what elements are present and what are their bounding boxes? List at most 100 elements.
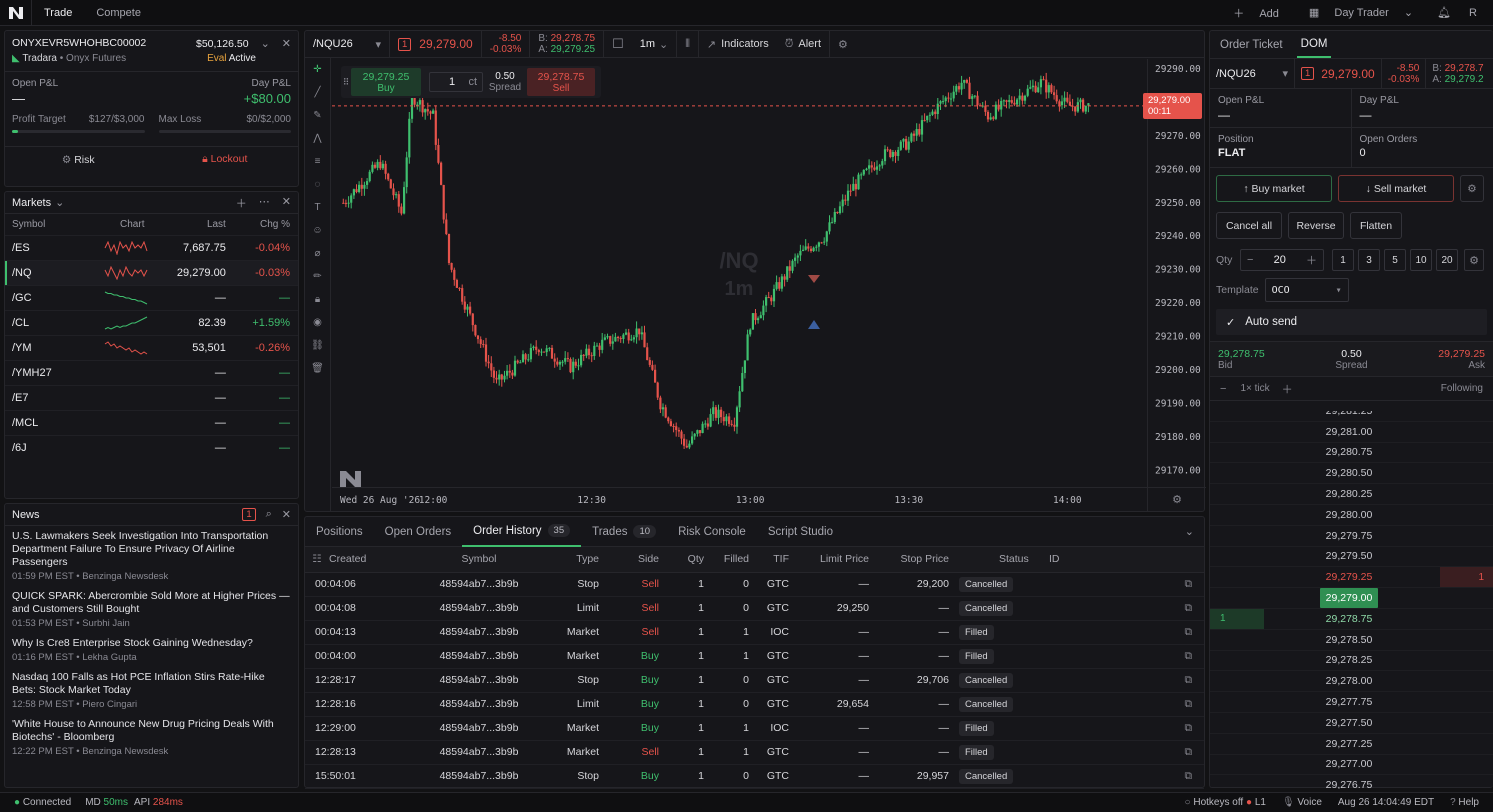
dom-price[interactable]: 29,281.25 [1265,411,1433,417]
dom-price[interactable]: 29,277.50 [1325,716,1373,729]
dom-bid-size[interactable] [1210,775,1264,789]
auto-send-toggle[interactable]: ✓ Auto send [1216,309,1487,335]
tab-risk-console[interactable]: Risk Console [667,517,757,547]
dom-ask-size[interactable] [1440,546,1493,566]
copy-icon[interactable]: ⧉ [1184,649,1193,662]
dom-ask-size[interactable] [1440,411,1493,421]
qty-decrement-button[interactable]: − [1247,254,1254,266]
dom-price[interactable]: 29,279.75 [1325,529,1373,542]
news-item[interactable]: U.S. Lawmakers Seek Investigation Into T… [5,526,298,586]
order-row[interactable]: 00:04:06 48594ab7...3b9b Stop Sell 1 0 GTC —29,… [305,572,1204,597]
market-row[interactable]: /E7 — — [5,384,298,410]
drag-handle-icon[interactable]: ⠿ [342,76,350,87]
symbol-selector[interactable]: /NQU26 ▾ [305,30,390,58]
dom-row[interactable]: 29,277.50 [1210,713,1493,734]
col-symbol[interactable]: Symbol [419,547,539,573]
order-row[interactable]: 15:50:01 48594ab7...3b9b Stop Buy 1 0 GTC —29,9… [305,764,1204,789]
flatten-button[interactable]: Flatten [1350,212,1402,239]
plus-icon[interactable]: ＋ [235,197,247,210]
nav-trade[interactable]: Trade [44,6,73,19]
dom-row[interactable]: 29,279.75 [1210,526,1493,547]
tab-dom[interactable]: DOM [1296,38,1332,58]
dom-bid-size[interactable] [1210,734,1264,754]
buy-market-button[interactable]: ↑ Buy market [1216,175,1332,202]
pencil-icon[interactable]: ✏ [313,271,322,282]
dom-row[interactable]: 29,279.50 [1210,547,1493,568]
news-item[interactable]: Nasdaq 100 Falls as Hot PCE Inflation St… [5,667,298,714]
dom-ask-size[interactable] [1440,754,1493,774]
dom-ask-size[interactable] [1440,526,1493,546]
market-row[interactable]: /ES 7,687.75 -0.04% [5,234,298,260]
text-tool-icon[interactable]: T [314,202,321,213]
dom-bid-size[interactable] [1210,463,1264,483]
dom-bid-size[interactable]: 1 [1210,608,1264,629]
tab-positions[interactable]: Positions [305,517,374,547]
layout-selector[interactable]: ▦ Day Trader ⌄ [1297,6,1425,19]
col-chg[interactable]: Chg % [259,218,290,230]
dom-bid-size[interactable] [1210,505,1264,525]
market-row[interactable]: /NQ 29,279.00 -0.03% [5,259,298,285]
dom-ask-size[interactable] [1440,463,1493,483]
dom-ask-size[interactable] [1440,505,1493,525]
chart-settings-button[interactable]: ⚙ [830,31,856,58]
dom-bid-size[interactable] [1210,588,1264,608]
dom-row[interactable]: 29,278.25 [1210,651,1493,672]
copy-icon[interactable]: ⧉ [1184,625,1193,638]
tab-order-history[interactable]: Order History 35 [462,517,582,547]
order-row[interactable]: 12:28:13 48594ab7...3b9b Market Sell 1 1 GTC — —… [305,740,1204,765]
tick-decrement-button[interactable]: − [1220,382,1227,395]
dom-price[interactable]: 29,280.75 [1325,446,1373,459]
copy-icon[interactable]: ⧉ [1184,577,1193,590]
dom-ask-size[interactable] [1440,609,1493,629]
dom-price[interactable]: 29,278.00 [1325,675,1373,688]
order-row[interactable]: 00:04:00 48594ab7...3b9b Market Buy 1 1 GTC — — F… [305,644,1204,669]
brush-icon[interactable]: ✎ [313,110,322,121]
line-tool-icon[interactable]: ╱ [314,87,321,98]
time-axis[interactable]: Wed 26 Aug '26 12:00 12:30 13:00 13:30 14:00 [332,487,1147,511]
dom-price[interactable]: 29,279.00 [1320,588,1378,609]
dom-bid-size[interactable] [1210,546,1264,566]
news-item[interactable]: QUICK SPARK: Abercrombie Sold More at Hi… [5,586,298,633]
dom-bid-size[interactable] [1210,650,1264,670]
copy-icon[interactable]: ⧉ [1184,673,1193,686]
lockout-button[interactable]: 🔒︎ Lockout [152,153,299,166]
order-row[interactable]: 12:28:16 48594ab7...3b9b Limit Buy 1 0 GTC 29,6… [305,692,1204,717]
dom-bid-size[interactable] [1210,713,1264,733]
quick-qty-input[interactable]: 1 ct [429,72,483,92]
qty-increment-button[interactable]: ＋ [1306,255,1317,267]
dom-ask-size[interactable] [1440,671,1493,691]
dom-ask-size[interactable] [1440,775,1493,789]
voice-toggle[interactable]: 🎙︎ Voice [1282,797,1322,808]
dom-price[interactable]: 29,279.25 [1325,571,1373,584]
alert-button[interactable]: ⏰︎ Alert [777,30,831,58]
collapse-chevron-icon[interactable]: ⌄ [1184,526,1194,538]
checkbox[interactable]: ☐ [604,31,632,58]
market-row[interactable]: /YM 53,501 -0.26% [5,334,298,360]
dom-row[interactable]: 29,280.50 [1210,463,1493,485]
dom-price[interactable]: 29,279.50 [1325,550,1373,563]
dom-price[interactable]: 29,281.00 [1325,425,1373,438]
ruler-icon[interactable]: ⌀ [314,248,321,259]
col-status[interactable]: Status [949,547,1049,573]
add-button[interactable]: ＋ Add [1221,5,1291,21]
qty-preset-20[interactable]: 20 [1436,249,1458,271]
chart-qty-badge[interactable]: 1 [398,37,412,51]
col-filled[interactable]: Filled [704,547,749,573]
app-logo-icon[interactable] [0,0,32,26]
col-id[interactable]: ID [1049,547,1204,573]
order-row[interactable]: 12:29:00 48594ab7...3b9b Market Buy 1 1 IOC — — F… [305,716,1204,741]
crosshair-icon[interactable]: ✛ [313,64,322,75]
dom-row[interactable]: 29,280.25 [1210,484,1493,505]
col-qty[interactable]: Qty [659,547,704,573]
dom-row[interactable]: 1 29,278.75 [1210,608,1493,630]
chevron-down-icon[interactable]: ⌄ [260,38,270,50]
sell-market-button[interactable]: ↓ Sell market [1338,175,1454,202]
tab-script-studio[interactable]: Script Studio [757,517,844,547]
quick-buy-button[interactable]: 29,279.25 Buy [351,68,421,96]
following-toggle[interactable]: Following [1440,383,1483,394]
dom-ask-size[interactable] [1440,422,1493,442]
news-item[interactable]: Why Is Cre8 Enterprise Stock Gaining Wed… [5,633,298,667]
col-type[interactable]: Type [539,547,599,573]
qty-settings-icon[interactable]: ⚙ [1464,249,1484,271]
dom-bid-size[interactable] [1210,411,1264,421]
